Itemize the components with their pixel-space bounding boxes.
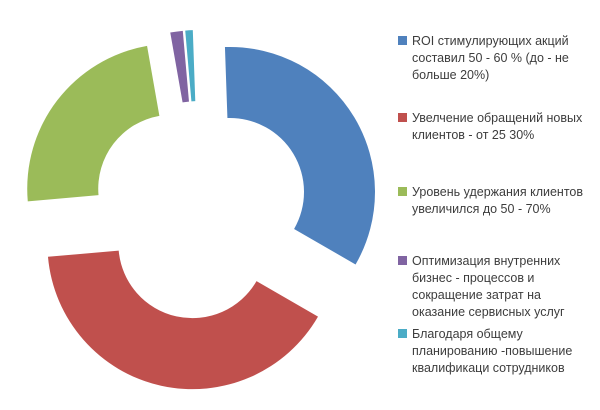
legend-item-4[interactable]: Благодаря общему планированию -повышение… (398, 326, 594, 377)
donut-slice-2[interactable] (27, 45, 160, 202)
legend-label: Благодаря общему планированию -повышение… (412, 327, 573, 375)
legend-marker-icon (398, 113, 407, 122)
legend-marker-icon (398, 187, 407, 196)
donut-slice-4[interactable] (185, 30, 196, 102)
legend-item-0[interactable]: ROI стимулирующих акций составил 50 - 60… (398, 33, 594, 84)
legend-label: Оптимизация внутренних бизнес - процессо… (412, 254, 565, 319)
chart-legend: ROI стимулирующих акций составил 50 - 60… (398, 0, 596, 410)
legend-label: Увелчение обращений новых клиентов - от … (412, 111, 583, 142)
donut-slice-1[interactable] (47, 250, 318, 390)
donut-slice-3[interactable] (170, 30, 189, 103)
legend-item-3[interactable]: Оптимизация внутренних бизнес - процессо… (398, 253, 594, 321)
legend-label: ROI стимулирующих акций составил 50 - 60… (412, 34, 569, 82)
doughnut-plot-area (27, 30, 375, 390)
legend-item-2[interactable]: Уровень удержания клиентов увеличился до… (398, 184, 594, 218)
legend-item-1[interactable]: Увелчение обращений новых клиентов - от … (398, 110, 594, 144)
donut-slice-0[interactable] (224, 46, 375, 265)
legend-marker-icon (398, 256, 407, 265)
legend-marker-icon (398, 329, 407, 338)
legend-marker-icon (398, 36, 407, 45)
legend-label: Уровень удержания клиентов увеличился до… (412, 185, 584, 216)
